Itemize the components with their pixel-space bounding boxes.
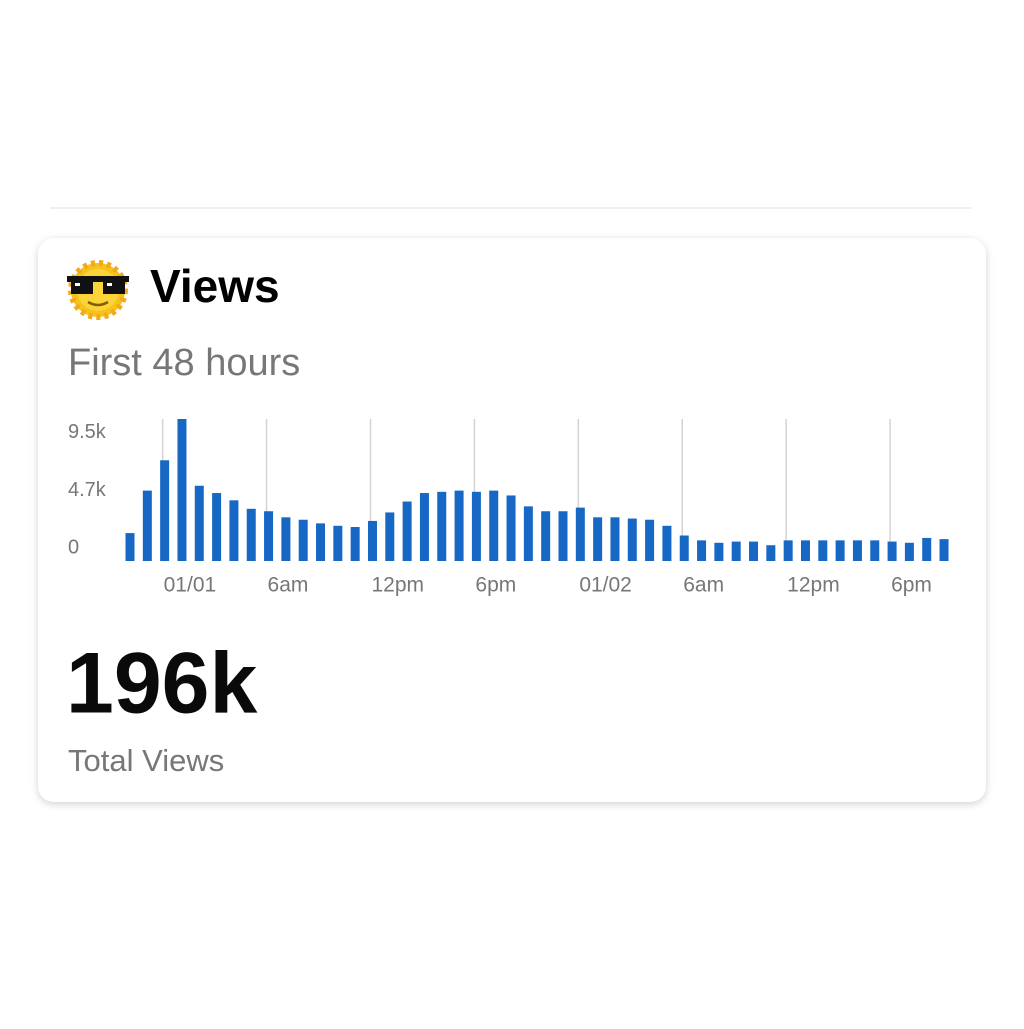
bar	[298, 519, 308, 561]
bar	[419, 493, 429, 561]
bar	[887, 541, 897, 561]
bar	[437, 491, 447, 561]
bar	[714, 542, 724, 561]
bar	[731, 541, 741, 561]
x-tick-label: 01/01	[164, 574, 217, 597]
total-value: 196k	[66, 636, 257, 732]
bar	[662, 525, 672, 561]
bar	[922, 537, 932, 561]
bar	[246, 508, 256, 561]
bar	[229, 500, 239, 561]
bar	[350, 527, 360, 561]
bar	[627, 518, 637, 561]
chart-title: Views	[150, 260, 280, 312]
x-tick-label: 6pm	[891, 574, 932, 597]
emoji-icon	[67, 260, 129, 320]
bar	[870, 540, 880, 561]
bar	[212, 493, 222, 561]
bar	[125, 533, 135, 561]
bar	[142, 490, 152, 561]
bar	[749, 541, 759, 561]
bar	[541, 511, 551, 561]
bar	[402, 501, 412, 561]
bar	[454, 490, 464, 561]
chart-subtitle: First 48 hours	[68, 342, 300, 384]
y-tick-label: 9.5k	[68, 421, 107, 443]
x-tick-label: 6am	[683, 574, 724, 597]
bar	[800, 540, 810, 561]
bar	[697, 540, 707, 561]
bar	[471, 491, 481, 561]
x-tick-label: 6am	[268, 574, 309, 597]
total-label: Total Views	[68, 743, 224, 778]
bar	[385, 512, 395, 561]
y-tick-label: 4.7k	[68, 479, 107, 501]
bar	[766, 545, 776, 561]
bar	[835, 540, 845, 561]
bar	[783, 540, 793, 561]
bar	[316, 523, 326, 561]
bar	[489, 490, 499, 561]
x-tick-label: 12pm	[371, 574, 424, 597]
x-tick-label: 12pm	[787, 574, 840, 597]
bar	[679, 535, 689, 561]
bar	[177, 419, 187, 561]
bar	[818, 540, 828, 561]
bar	[281, 517, 291, 561]
bar	[904, 542, 914, 561]
bar	[558, 511, 568, 561]
bar	[264, 511, 274, 561]
bar	[523, 506, 533, 561]
bar	[593, 517, 603, 561]
x-tick-label: 01/02	[579, 574, 632, 597]
bar	[645, 519, 655, 561]
bar	[506, 495, 516, 561]
bar	[367, 520, 377, 561]
bar	[610, 517, 620, 561]
bar	[333, 525, 343, 561]
bar	[575, 507, 585, 561]
bar	[939, 539, 949, 561]
bar	[160, 460, 170, 561]
bar	[194, 485, 204, 561]
bar	[852, 540, 862, 561]
x-tick-label: 6pm	[475, 574, 516, 597]
y-tick-label: 0	[68, 536, 79, 558]
